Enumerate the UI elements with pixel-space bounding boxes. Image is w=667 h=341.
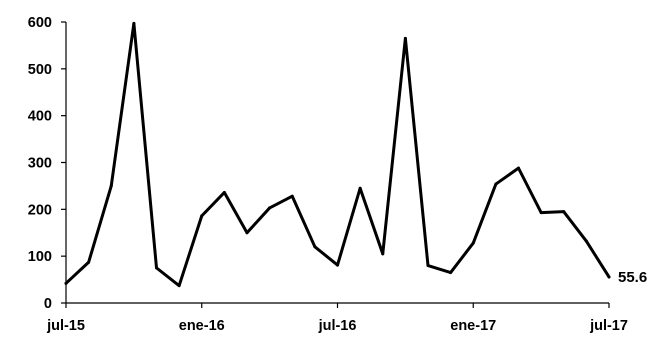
data-point bbox=[403, 36, 407, 40]
y-tick-label: 100 bbox=[28, 249, 52, 265]
x-tick-label: jul-15 bbox=[46, 318, 85, 334]
data-point bbox=[607, 275, 611, 279]
data-point bbox=[268, 206, 272, 210]
data-point bbox=[313, 245, 317, 249]
data-point bbox=[132, 21, 136, 25]
series-line bbox=[64, 21, 611, 288]
data-point bbox=[64, 281, 68, 285]
y-tick-label: 400 bbox=[28, 109, 52, 125]
data-point bbox=[539, 211, 543, 215]
y-tick-label: 600 bbox=[28, 15, 52, 31]
y-tick-label: 0 bbox=[44, 296, 52, 312]
data-point bbox=[290, 194, 294, 198]
data-point bbox=[200, 214, 204, 218]
y-tick-label: 500 bbox=[28, 62, 52, 78]
data-point bbox=[155, 266, 158, 270]
data-point bbox=[358, 186, 362, 190]
data-point bbox=[517, 166, 520, 170]
x-tick-label: ene-17 bbox=[450, 318, 496, 334]
data-point bbox=[584, 239, 588, 243]
data-point bbox=[177, 284, 181, 288]
y-tick-label: 200 bbox=[28, 202, 52, 218]
data-point bbox=[87, 260, 91, 264]
y-axis-ticks: 0 100 200 300 400 500 600 bbox=[28, 15, 66, 312]
last-value-label: 55.6 bbox=[618, 269, 647, 286]
data-point bbox=[426, 264, 430, 268]
x-tick-label: ene-16 bbox=[179, 318, 225, 334]
data-points bbox=[64, 21, 611, 288]
data-point bbox=[336, 263, 339, 267]
data-point bbox=[471, 241, 475, 245]
x-axis-ticks: jul-15 ene-16 jul-16 ene-17 jul-17 bbox=[46, 303, 628, 334]
x-tick-label: jul-17 bbox=[589, 318, 628, 334]
data-point bbox=[562, 210, 566, 214]
data-point bbox=[449, 271, 453, 275]
data-point bbox=[494, 182, 498, 186]
data-point bbox=[109, 184, 113, 188]
data-point bbox=[381, 252, 385, 256]
y-tick-label: 300 bbox=[28, 156, 52, 172]
data-point bbox=[245, 231, 249, 235]
data-point bbox=[222, 190, 226, 194]
x-tick-label: jul-16 bbox=[318, 318, 357, 334]
